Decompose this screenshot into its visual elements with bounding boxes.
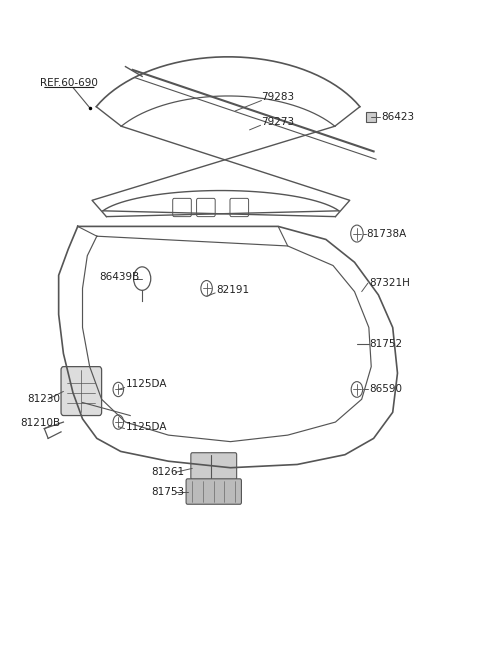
Text: 81738A: 81738A (366, 229, 407, 238)
Text: 86423: 86423 (381, 113, 414, 122)
FancyBboxPatch shape (191, 453, 237, 479)
Text: 86439B: 86439B (99, 272, 140, 282)
Text: 87321H: 87321H (369, 278, 410, 288)
Text: 1125DA: 1125DA (125, 422, 167, 432)
Text: 81753: 81753 (152, 487, 185, 497)
Text: 81261: 81261 (152, 467, 185, 477)
Text: 81210B: 81210B (21, 419, 60, 428)
Text: 82191: 82191 (216, 285, 249, 295)
Text: 79273: 79273 (262, 117, 295, 127)
Text: REF.60-690: REF.60-690 (39, 78, 97, 88)
Text: 81230: 81230 (28, 394, 60, 404)
Text: 86590: 86590 (369, 384, 402, 394)
Text: 1125DA: 1125DA (125, 379, 167, 389)
Text: 81752: 81752 (369, 339, 402, 349)
FancyBboxPatch shape (61, 367, 102, 415)
Text: 79283: 79283 (262, 92, 295, 102)
FancyBboxPatch shape (186, 479, 241, 504)
Bar (366, 112, 376, 122)
